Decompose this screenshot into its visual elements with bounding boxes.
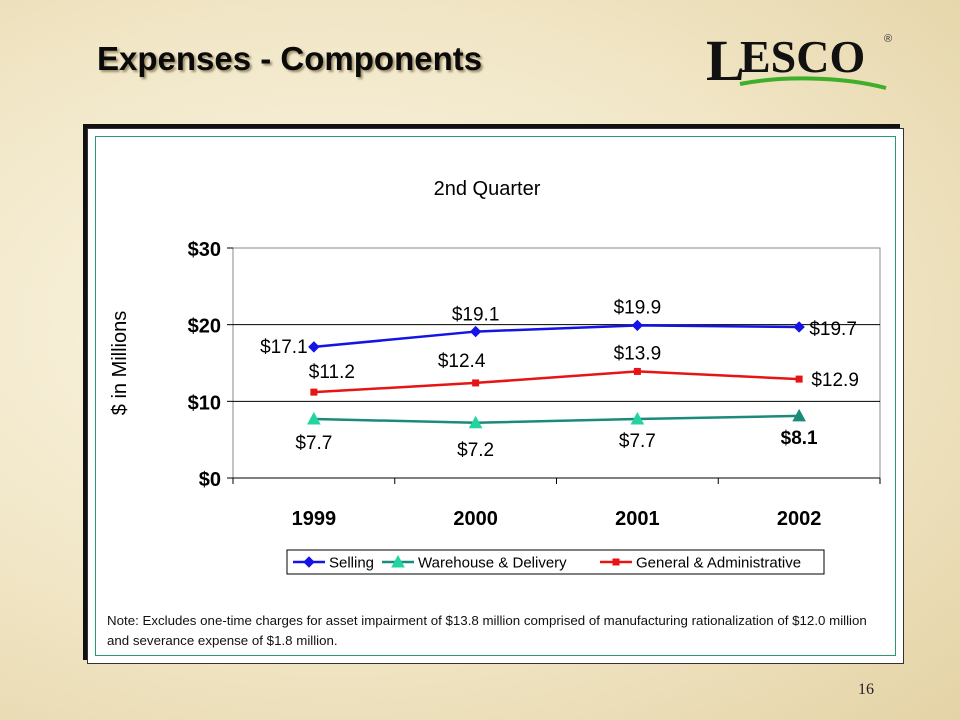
data-label-selling: $19.9 — [614, 297, 662, 318]
data-label-warehouse: $7.7 — [619, 431, 656, 452]
legend-label-selling: Selling — [329, 555, 374, 572]
x-tick-label: 2002 — [777, 508, 822, 530]
series-line-selling — [313, 324, 800, 349]
data-label-warehouse: $8.1 — [781, 428, 818, 449]
legend-label-warehouse: Warehouse & Delivery — [418, 555, 567, 572]
y-tick-label: $20 — [188, 316, 221, 338]
data-point-ga — [795, 375, 803, 383]
data-point-warehouse — [468, 415, 483, 429]
data-label-ga: $12.4 — [438, 351, 486, 372]
footnote-label: Note: — [107, 613, 139, 628]
data-label-ga: $12.9 — [811, 370, 859, 391]
data-label-warehouse: $7.7 — [295, 433, 332, 454]
x-tick-label: 2000 — [453, 508, 498, 530]
footnote: Note: Excludes one-time charges for asse… — [107, 611, 867, 651]
logo-swoosh — [739, 76, 887, 90]
data-label-ga: $11.2 — [309, 362, 355, 383]
legend-marker-ga — [612, 558, 620, 566]
series-line-ga — [313, 370, 800, 394]
data-label-ga: $13.9 — [614, 343, 662, 364]
data-point-warehouse — [630, 411, 645, 425]
logo-letters-esco: ESCO — [740, 31, 865, 82]
data-point-selling — [793, 321, 805, 333]
data-point-selling — [308, 341, 320, 353]
x-tick-label: 2001 — [615, 508, 660, 530]
y-tick-label: $0 — [199, 469, 221, 491]
data-label-selling: $19.7 — [809, 319, 857, 340]
data-label-selling: $19.1 — [452, 305, 500, 326]
legend — [286, 549, 825, 575]
data-point-warehouse — [792, 408, 806, 422]
plot-area — [232, 247, 881, 479]
data-point-selling — [469, 325, 482, 338]
footnote-text: Excludes one-time charges for asset impa… — [107, 613, 867, 648]
slide-title: Expenses - Components — [97, 40, 483, 77]
y-tick-label: $10 — [188, 392, 221, 414]
y-tick-label: $30 — [188, 239, 221, 261]
legend-label-ga: General & Administrative — [636, 555, 801, 572]
x-tick-label: 1999 — [292, 508, 337, 530]
chart-frame-inner-border — [95, 136, 896, 656]
page-number: 16 — [858, 681, 874, 698]
series-line-warehouse — [313, 414, 800, 425]
logo-registered-mark: ® — [884, 33, 892, 45]
data-point-ga — [310, 388, 318, 396]
data-point-warehouse — [307, 411, 321, 425]
data-point-selling — [631, 319, 644, 332]
y-axis-label: $ in Millions — [109, 311, 131, 415]
data-label-selling: $17.1 — [260, 337, 308, 358]
legend-marker-selling — [303, 556, 315, 568]
data-point-ga — [472, 379, 480, 387]
data-label-warehouse: $7.2 — [457, 440, 494, 461]
data-point-ga — [633, 367, 641, 375]
logo-letter-l: L — [706, 28, 745, 93]
legend-marker-warehouse — [391, 554, 405, 568]
chart-title: 2nd Quarter — [434, 178, 541, 200]
lesco-logo: L ESCO ® — [706, 28, 892, 93]
